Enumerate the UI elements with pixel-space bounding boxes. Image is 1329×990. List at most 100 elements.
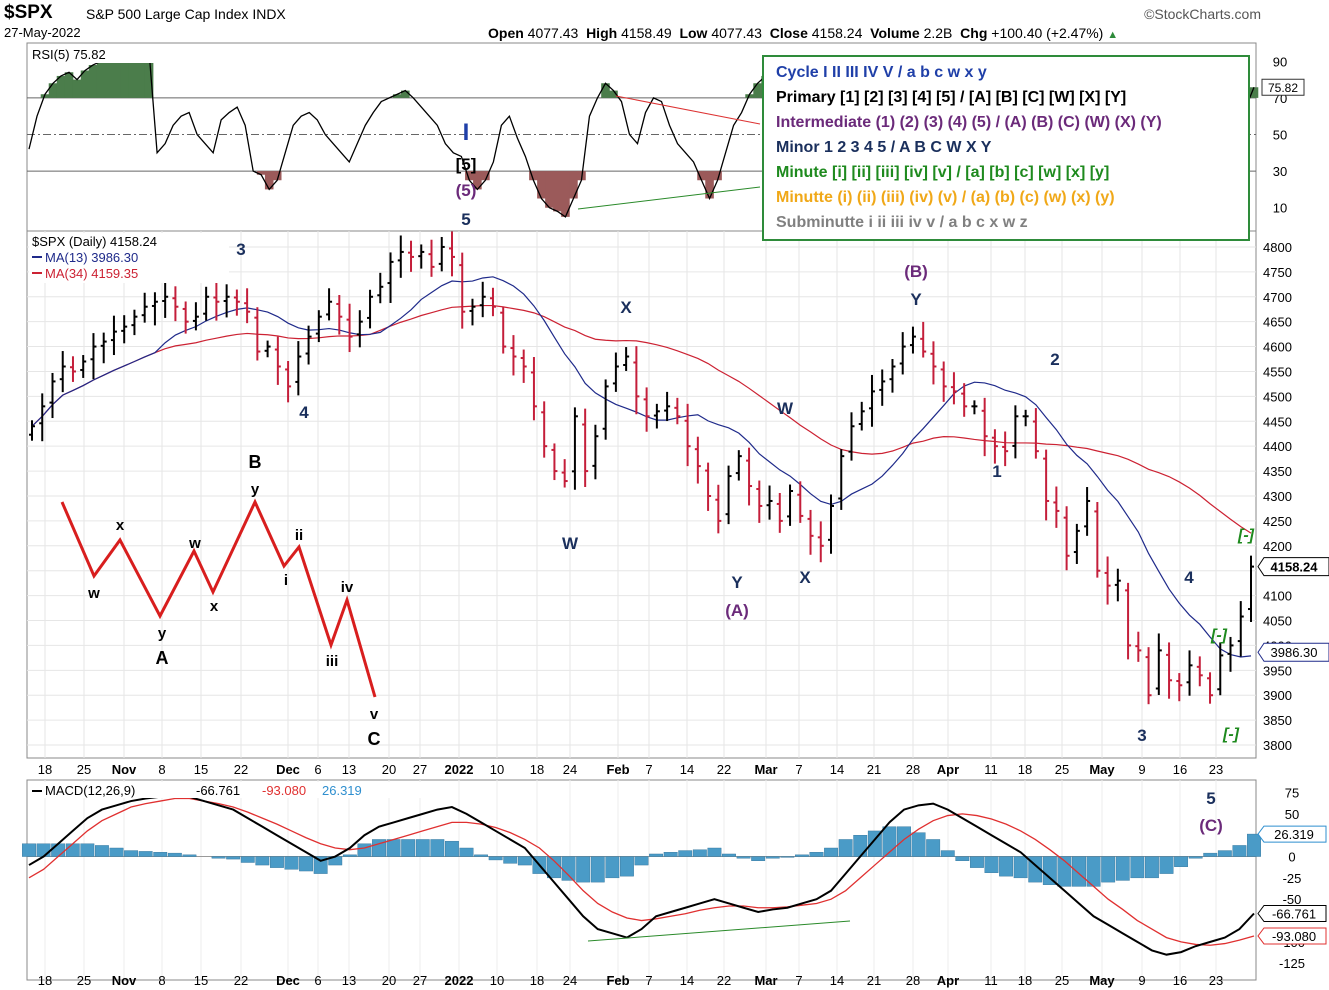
price-y-tick: 4400 — [1263, 439, 1292, 454]
schematic-label: y — [158, 625, 167, 642]
macd-histogram-bar — [780, 856, 795, 858]
price-y-tick: 3800 — [1263, 738, 1292, 753]
x-tick-label: 13 — [342, 762, 356, 777]
macd-histogram-bar — [1159, 856, 1174, 874]
macd-y-tick: -25 — [1283, 871, 1302, 886]
macd-histogram-bar — [1247, 833, 1261, 857]
macd-histogram-bar — [940, 850, 955, 857]
macd-histogram-bar — [415, 839, 430, 857]
schematic-label: iii — [326, 653, 339, 670]
price-y-tick: 4750 — [1263, 265, 1292, 280]
x-tick-label-macd: 9 — [1138, 973, 1145, 988]
schematic-label: C — [368, 729, 381, 749]
macd-value-box-label: -66.761 — [1272, 907, 1316, 922]
macd-histogram-bar — [1217, 850, 1232, 857]
last-price-label: 4158.24 — [1271, 560, 1319, 575]
wave-label: [-] — [1222, 726, 1240, 743]
index-name: S&P 500 Large Cap Index INDX — [86, 6, 286, 22]
rsi-resistance-trendline — [615, 95, 761, 125]
wave-label: W — [562, 534, 579, 553]
price-y-tick: 4350 — [1263, 464, 1292, 479]
x-tick-label: 7 — [795, 762, 802, 777]
macd-histogram-bar — [853, 835, 868, 857]
legend-cycle: Cycle I II III IV V / a b c w x y — [776, 64, 987, 81]
x-tick-label: 25 — [1055, 762, 1069, 777]
wave-label: Y — [910, 290, 922, 309]
x-tick-label-macd: 10 — [490, 973, 504, 988]
schematic-label: x — [116, 517, 125, 534]
wave-label: (C) — [1199, 816, 1223, 835]
macd-histogram-bar — [1144, 856, 1159, 879]
x-tick-label-macd: 15 — [194, 973, 208, 988]
schematic-label: iv — [341, 579, 354, 596]
macd-histogram-bar — [1115, 856, 1130, 881]
x-tick-label-macd: 7 — [645, 973, 652, 988]
macd-histogram-bar — [138, 851, 153, 857]
x-tick-label: 14 — [680, 762, 694, 777]
x-tick-label-macd: Mar — [754, 973, 777, 988]
wave-label: W — [777, 399, 794, 418]
rsi-y-tick: 10 — [1273, 201, 1287, 216]
wave-label: 4 — [299, 403, 309, 422]
wave-label: 2 — [1050, 350, 1059, 369]
schematic-label: i — [284, 572, 288, 589]
x-tick-label: 18 — [530, 762, 544, 777]
x-tick-label-macd: 22 — [717, 973, 731, 988]
x-tick-label: 14 — [830, 762, 844, 777]
legend-subminutte: Subminutte i ii iii iv v / a b c x w z — [776, 214, 1028, 231]
macd-value-box — [1257, 825, 1327, 843]
macd-histogram-bar — [459, 847, 474, 857]
wave-label: X — [799, 568, 811, 587]
schematic-label: v — [370, 706, 379, 723]
macd-histogram-bar — [1188, 856, 1203, 859]
price-y-tick: 3850 — [1263, 713, 1292, 728]
macd-histogram-bar — [255, 856, 270, 866]
legend-intermediate: Intermediate (1) (2) (3) (4) (5) / (A) (… — [776, 114, 1162, 131]
x-tick-label-macd: Nov — [112, 973, 137, 988]
macd-histogram-bar — [357, 843, 372, 857]
x-tick-label-macd: 11 — [984, 973, 998, 988]
macd-histogram-bar — [751, 856, 766, 861]
macd-histogram-bar — [794, 854, 809, 857]
wave-label: 4 — [1184, 568, 1194, 587]
x-tick-label: Apr — [937, 762, 959, 777]
macd-histogram-bar — [692, 849, 707, 857]
macd-histogram-bar — [576, 856, 591, 883]
x-tick-label: 25 — [77, 762, 91, 777]
x-tick-label-macd: 13 — [342, 973, 356, 988]
symbol-title: $SPX — [4, 2, 53, 23]
price-legend-label: $SPX (Daily) 4158.24 — [32, 234, 157, 249]
rsi-legend-label: RSI(5) 75.82 — [32, 47, 106, 62]
macd-panel-frame — [26, 779, 1257, 981]
rsi-support-trendline — [577, 186, 761, 210]
macd-histogram-bar — [488, 856, 503, 861]
macd-histogram-bar — [240, 856, 255, 863]
x-tick-label: 18 — [38, 762, 52, 777]
x-tick-label: 11 — [984, 762, 998, 777]
x-tick-label: 23 — [1209, 762, 1223, 777]
rsi-y-tick: 90 — [1273, 54, 1287, 69]
x-tick-label: 15 — [194, 762, 208, 777]
open-value: 4077.43 — [527, 25, 579, 41]
macd-histogram-bar — [955, 856, 970, 861]
schematic-label: w — [87, 585, 100, 602]
macd-histogram-bar — [911, 832, 926, 857]
x-tick-label-macd: 25 — [1055, 973, 1069, 988]
macd-histogram-bar — [124, 850, 139, 857]
macd-histogram-bar — [153, 852, 168, 857]
macd-histogram-bar — [547, 856, 561, 879]
x-tick-label-macd: 28 — [906, 973, 920, 988]
macd-histogram-bar — [51, 843, 66, 857]
macd-histogram-bar — [722, 853, 736, 857]
macd-histogram-bar — [211, 856, 226, 859]
macd-histogram-bar — [94, 845, 109, 857]
x-tick-label: May — [1089, 762, 1115, 777]
wave-label: 5 — [461, 210, 470, 229]
wave-degree-legend: Cycle I II III IV V / a b c w x y Primar… — [762, 55, 1250, 241]
high-value: 4158.49 — [621, 25, 672, 41]
macd-histogram-bar — [401, 839, 416, 857]
x-tick-label-macd: 24 — [563, 973, 577, 988]
wave-label: [5] — [456, 155, 477, 174]
ma13-value-box — [1257, 642, 1329, 662]
schematic-label: A — [156, 648, 169, 668]
